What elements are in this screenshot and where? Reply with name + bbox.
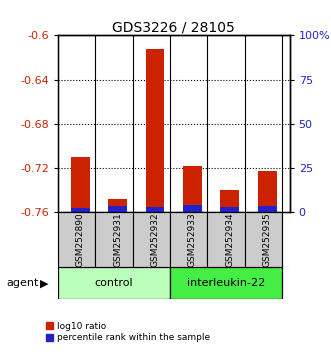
Text: GSM252934: GSM252934 <box>225 212 234 267</box>
Bar <box>220 207 239 212</box>
Legend: log10 ratio, percentile rank within the sample: log10 ratio, percentile rank within the … <box>46 322 210 342</box>
Bar <box>170 212 208 267</box>
Text: control: control <box>95 278 133 288</box>
Bar <box>183 205 202 212</box>
Bar <box>245 212 282 267</box>
Text: GSM252931: GSM252931 <box>113 212 122 267</box>
Bar <box>146 48 165 212</box>
Bar <box>108 199 127 212</box>
Text: interleukin-22: interleukin-22 <box>187 278 265 288</box>
Bar <box>183 166 202 212</box>
Bar <box>170 267 282 299</box>
Text: GSM252890: GSM252890 <box>76 212 85 267</box>
Bar <box>71 157 90 212</box>
Bar <box>133 212 170 267</box>
Text: GSM252933: GSM252933 <box>188 212 197 267</box>
Text: GSM252932: GSM252932 <box>151 212 160 267</box>
Text: GSM252935: GSM252935 <box>263 212 272 267</box>
Text: ▶: ▶ <box>40 278 48 288</box>
Text: agent: agent <box>7 278 39 288</box>
Bar <box>146 207 165 212</box>
Bar <box>71 208 90 212</box>
Bar <box>58 212 95 267</box>
Bar <box>108 206 127 212</box>
Bar <box>220 190 239 212</box>
Bar <box>58 267 170 299</box>
Bar <box>208 212 245 267</box>
Bar <box>95 212 133 267</box>
Title: GDS3226 / 28105: GDS3226 / 28105 <box>113 20 235 34</box>
Bar <box>258 171 276 212</box>
Bar <box>258 206 276 212</box>
